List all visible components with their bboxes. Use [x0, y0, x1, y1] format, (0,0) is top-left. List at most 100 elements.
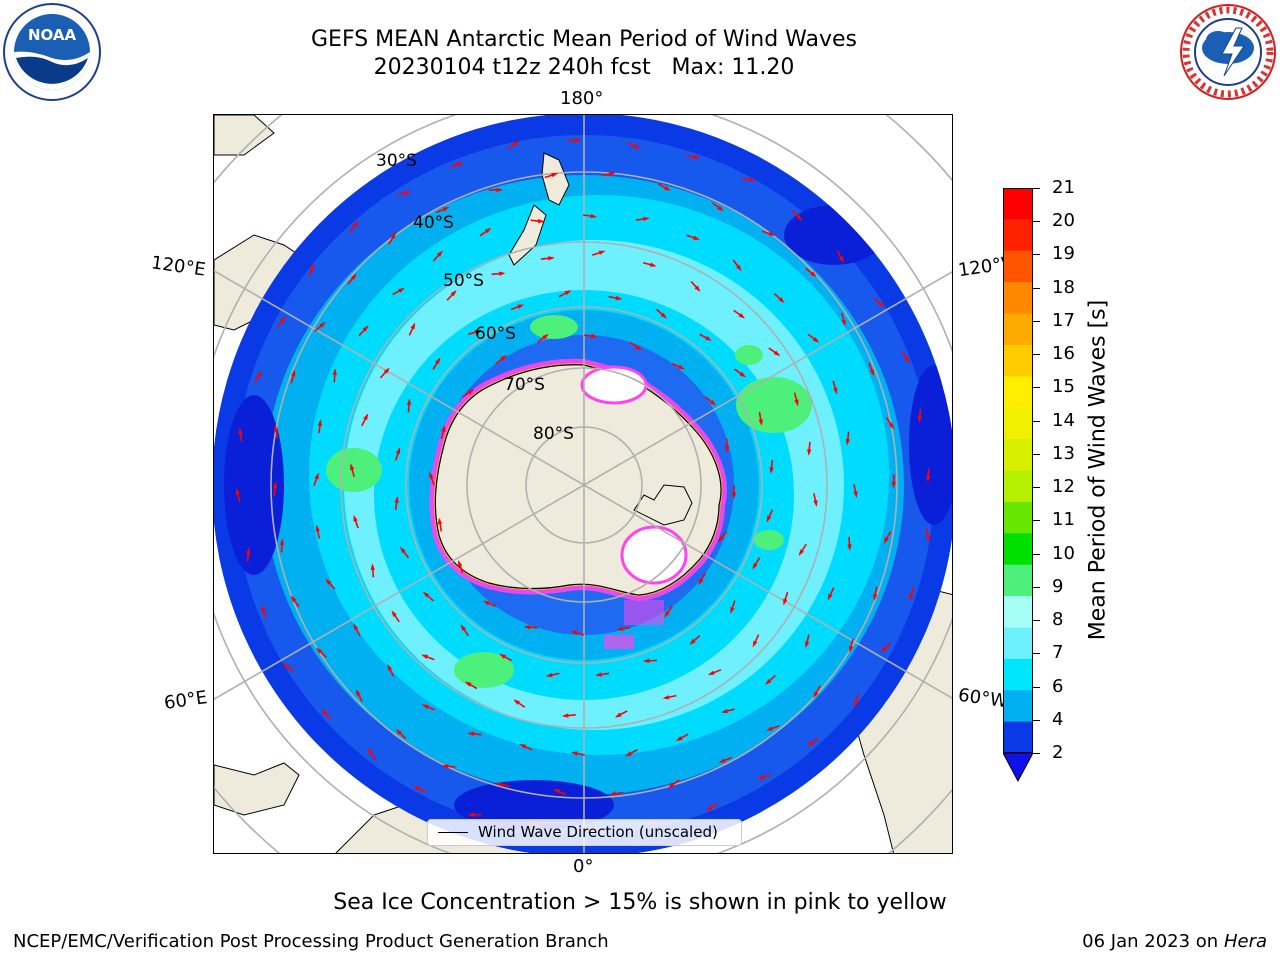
wind-wave-arrow-head — [689, 638, 696, 645]
wind-wave-arrow-head — [350, 273, 357, 280]
lon-label-180: 180° — [560, 88, 604, 109]
wind-wave-arrow-head — [643, 216, 650, 222]
colorbar-tick-mark — [1033, 553, 1040, 555]
caption-text: Sea Ice Concentration > 15% is shown in … — [333, 890, 947, 915]
colorbar-segment — [1003, 376, 1033, 409]
colorbar-segment — [1003, 658, 1033, 691]
wind-wave-arrow-head — [806, 740, 814, 747]
wind-wave-arrow-head — [768, 231, 776, 236]
wind-wave-arrow-head — [429, 471, 434, 479]
wind-wave-arrow-head — [678, 364, 685, 370]
wind-wave-arrow-head — [435, 357, 441, 365]
antarctica — [429, 358, 727, 649]
map-legend: Wind Wave Direction (unscaled) — [427, 819, 742, 846]
colorbar-title: Mean Period of Wind Waves [s] — [1085, 299, 1111, 641]
wind-wave-arrow-head — [290, 595, 297, 603]
wind-wave-arrow-head — [387, 663, 393, 671]
wind-wave-arrow-head — [545, 672, 553, 678]
wind-wave-arrow-head — [460, 624, 467, 631]
wind-wave-arrow-head — [484, 227, 492, 234]
wind-wave-arrow-head — [810, 271, 817, 278]
wind-wave-arrow-head — [736, 264, 742, 272]
wind-wave-arrow-head — [752, 640, 758, 648]
nws-logo — [1180, 4, 1276, 100]
wind-wave-arrow-head — [404, 191, 411, 196]
wind-wave-arrow-head — [282, 663, 290, 669]
wind-wave-arrow-head — [496, 187, 503, 193]
wind-wave-arrow-head — [390, 232, 397, 239]
colorbar-segment — [1003, 282, 1033, 315]
map-subtitle: 20230104 t12z 240h fcst Max: 11.20 — [373, 55, 795, 80]
wind-wave-arrow-head — [235, 487, 240, 495]
wind-wave-arrow-head — [553, 788, 561, 794]
wind-wave-arrow-head — [591, 333, 598, 339]
wind-wave-arrow-head — [869, 369, 875, 377]
wind-wave-arrow-head — [614, 712, 622, 718]
wind-wave-arrow-head — [731, 492, 737, 499]
colorbar-tick-label: 4 — [1052, 708, 1064, 730]
lon-label-0: 0° — [573, 856, 594, 877]
wind-wave-arrow-head — [315, 524, 320, 532]
colorbar-segment — [1003, 344, 1033, 377]
wind-wave-arrow-head — [458, 559, 463, 567]
wind-wave-arrow-head — [512, 140, 520, 147]
wind-wave-arrow-head — [769, 467, 774, 474]
wind-wave-arrow-head — [718, 758, 726, 763]
wind-wave-arrow-head — [730, 606, 735, 614]
wind-wave-arrow-head — [609, 791, 617, 796]
footer-host: Hera — [1223, 931, 1267, 952]
wind-wave-arrow-head — [355, 689, 361, 696]
wind-wave-arrow-head — [765, 678, 772, 685]
colorbar-segment — [1003, 439, 1033, 471]
lat-label-30s: 30°S — [376, 151, 417, 171]
colorbar-tick-label: 12 — [1052, 476, 1075, 498]
wind-wave-arrow-head — [495, 782, 503, 787]
wind-wave-arrow-head — [660, 312, 668, 319]
sea-ice-caption: Sea Ice Concentration > 15% is shown in … — [0, 890, 1280, 915]
wind-wave-arrow-head — [523, 624, 531, 630]
lat-label-80s: 80°S — [533, 424, 574, 444]
wind-wave-arrow-head — [739, 371, 747, 378]
colorbar-tick-label: 2 — [1052, 742, 1064, 763]
wind-wave-arrow-head — [353, 514, 358, 522]
wind-wave-arrow-head — [878, 301, 885, 308]
wind-wave-arrow-head — [664, 611, 670, 618]
colorbar-tick-mark — [1033, 420, 1040, 422]
wind-wave-arrow-head — [383, 367, 390, 374]
colorbar-tick-label: 16 — [1052, 343, 1075, 365]
wind-wave-arrow-head — [542, 333, 549, 340]
lat-label-60s: 60°S — [475, 324, 516, 344]
footer-date-text: 06 Jan 2023 on — [1082, 931, 1219, 952]
noaa-logo: NOAA — [3, 3, 101, 101]
wind-wave-arrow-head — [794, 399, 799, 407]
wind-wave-arrow-head — [395, 728, 402, 736]
wind-wave-arrow-head — [238, 427, 243, 435]
wind-wave-arrow-head — [370, 563, 375, 571]
wind-wave-arrow-head — [467, 731, 475, 737]
map-title: GEFS MEAN Antarctic Mean Period of Wind … — [311, 27, 857, 52]
colorbar-tick-label: 20 — [1052, 210, 1075, 232]
colorbar-tick-mark — [1033, 487, 1040, 489]
wind-wave-arrow-head — [246, 547, 251, 554]
wind-wave-arrow-head — [664, 185, 671, 191]
colorbar-tick-label: 17 — [1052, 309, 1075, 331]
wind-wave-arrow-head — [363, 413, 369, 421]
madagascar-land — [214, 762, 300, 816]
colorbar-segment — [1003, 533, 1033, 566]
wind-wave-arrow-head — [399, 546, 406, 554]
wind-wave-arrow-head — [813, 500, 818, 507]
graticule — [214, 115, 952, 853]
colorbar-tick-mark — [1033, 586, 1040, 588]
wind-wave-arrow-head — [615, 295, 623, 301]
wind-wave-arrow-head — [635, 344, 642, 351]
footer-date: 06 Jan 2023 on Hera — [1082, 931, 1267, 952]
wind-wave-arrow-head — [280, 316, 287, 323]
colorbar-tick-mark — [1033, 354, 1040, 356]
colorbar-tick-mark — [1033, 287, 1040, 289]
wind-wave-arrow-head — [561, 713, 569, 718]
footer-credit: NCEP/EMC/Verification Post Processing Pr… — [13, 931, 609, 952]
wind-wave-arrow-head — [773, 350, 781, 357]
wind-wave-arrow-head — [548, 256, 555, 261]
wind-wave-arrow-head — [608, 171, 616, 177]
wind-wave-arrow-head — [317, 419, 323, 426]
